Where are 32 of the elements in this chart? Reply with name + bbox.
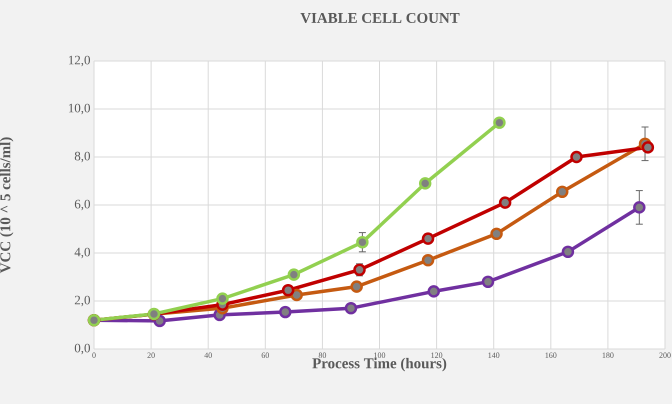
point bbox=[498, 196, 512, 209]
point bbox=[418, 177, 432, 190]
y-tick-label: 10,0 bbox=[68, 104, 90, 114]
point bbox=[562, 246, 574, 258]
point bbox=[556, 186, 568, 198]
point bbox=[422, 254, 434, 266]
point bbox=[490, 228, 503, 240]
point bbox=[344, 302, 358, 314]
point bbox=[428, 285, 440, 298]
point bbox=[482, 276, 494, 288]
point bbox=[279, 306, 292, 318]
point bbox=[570, 150, 583, 164]
point bbox=[642, 141, 654, 154]
x-axis-title: Process Time (hours) bbox=[312, 358, 446, 372]
point bbox=[288, 268, 300, 281]
point bbox=[422, 232, 434, 245]
y-tick-label: 8,0 bbox=[74, 152, 90, 162]
y-axis-title: VCC (10 ^ 5 cells/ml) bbox=[0, 137, 14, 274]
y-tick-label: 0,0 bbox=[74, 344, 90, 354]
y-tick-label: 4,0 bbox=[74, 248, 90, 258]
point bbox=[633, 201, 646, 214]
point bbox=[282, 284, 294, 296]
point bbox=[493, 116, 506, 129]
point bbox=[356, 236, 369, 248]
point bbox=[216, 292, 229, 305]
point bbox=[350, 280, 363, 293]
point bbox=[290, 288, 303, 302]
point bbox=[353, 264, 366, 276]
chart-title: VIABLE CELL COUNT bbox=[300, 12, 460, 24]
y-tick-label: 6,0 bbox=[74, 200, 90, 210]
y-tick-label: 12,0 bbox=[68, 56, 90, 66]
y-tick-label: 2,0 bbox=[74, 296, 90, 306]
